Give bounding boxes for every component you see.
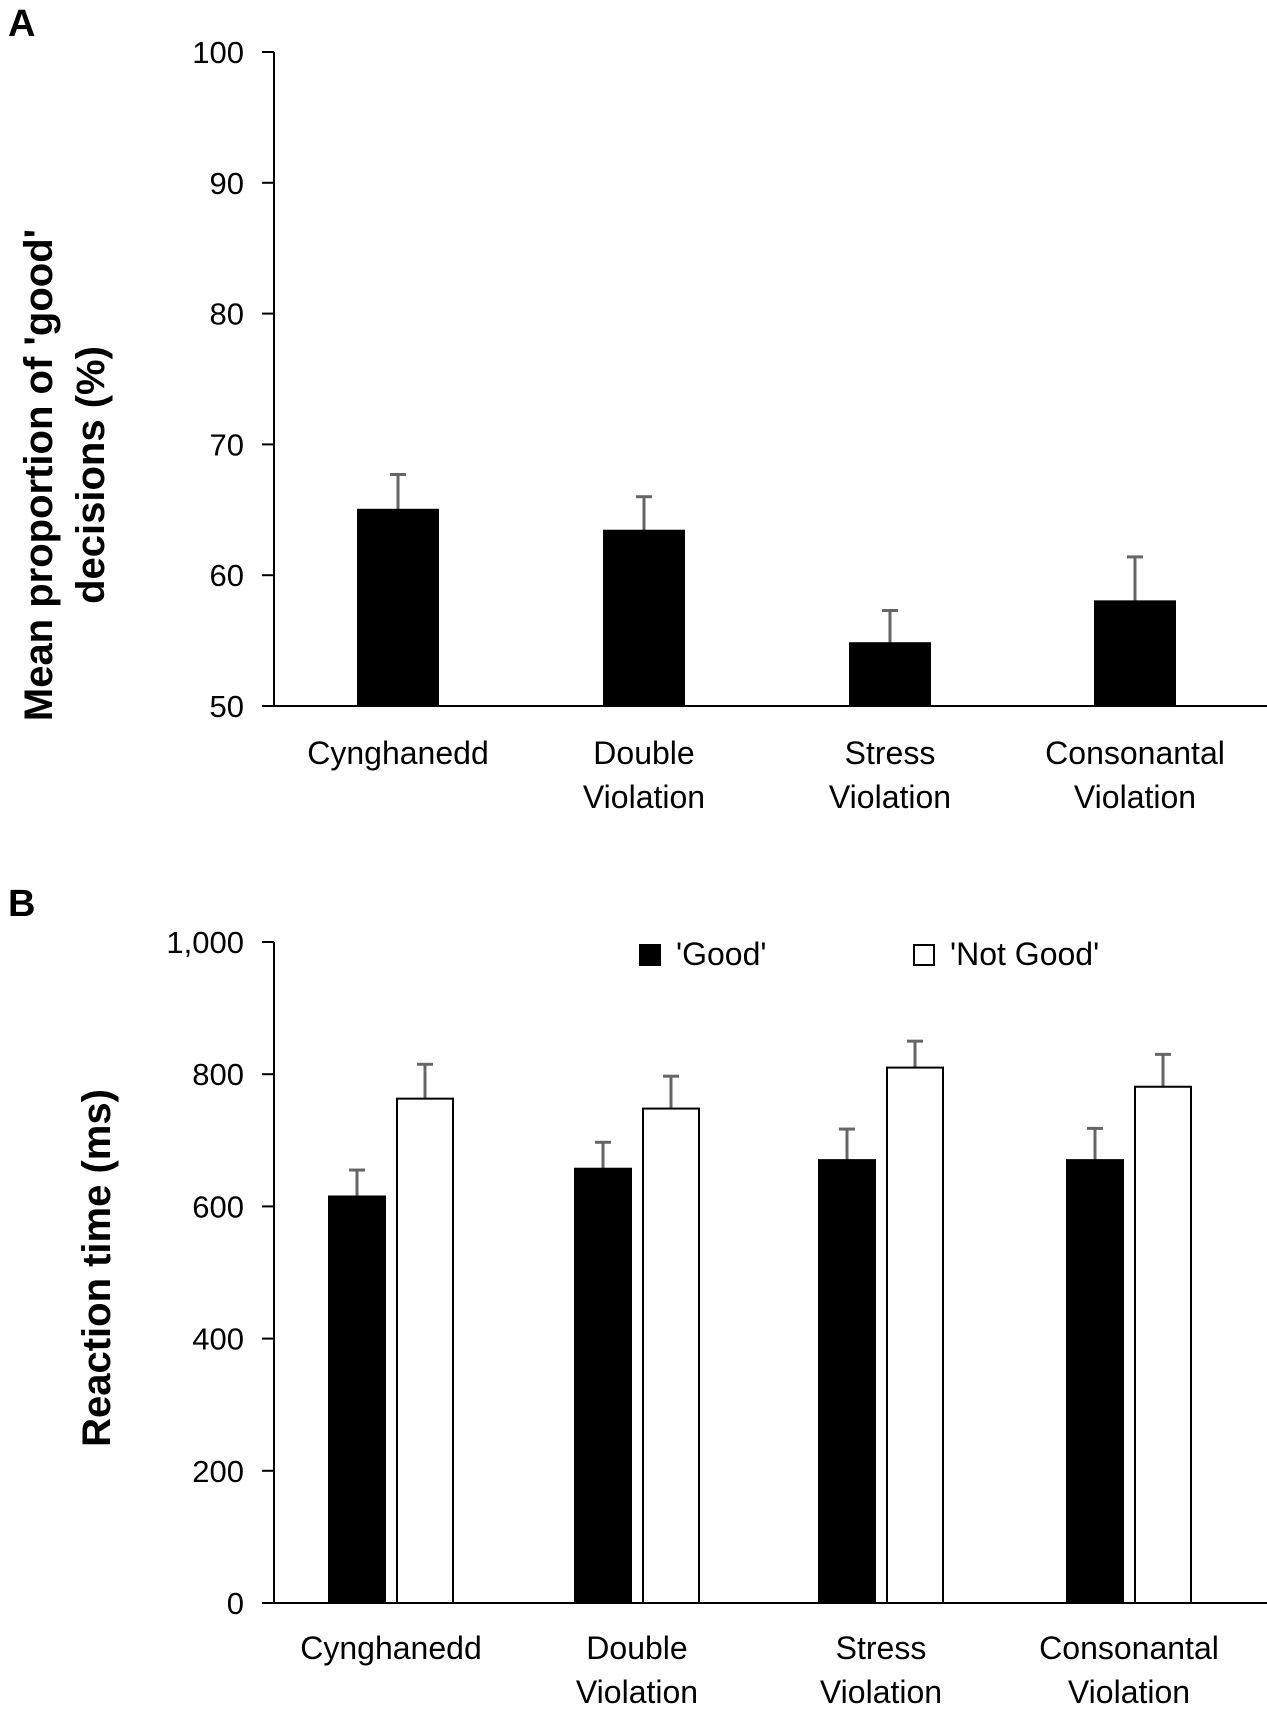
y-tick-label: 0	[227, 1586, 244, 1621]
y-tick-label: 600	[192, 1189, 244, 1224]
y-axis-title-line: decisions (%)	[69, 346, 113, 604]
x-category-label: Cynghanedd	[307, 735, 488, 771]
bar	[328, 1195, 386, 1604]
x-category-label-line: Violation	[1074, 779, 1196, 815]
y-tick-label: 60	[210, 558, 244, 593]
x-category-label: Consonantal Violation	[1039, 1630, 1219, 1710]
panel-b: B 0 200 400 600 800 1,000 Reaction time (ms) Cyn…	[8, 883, 1267, 1710]
panel-label-a: A	[8, 3, 35, 45]
y-tick-label: 80	[210, 297, 244, 332]
bar	[603, 529, 685, 708]
x-category-label-line: Double	[593, 735, 694, 771]
panel-label-b: B	[8, 883, 35, 925]
x-category-label: Double Violation	[583, 735, 705, 815]
y-tick-label: 100	[192, 35, 244, 70]
bar	[574, 1167, 632, 1605]
x-category-label: Consonantal Violation	[1045, 735, 1225, 815]
x-category-label-line: Violation	[820, 1674, 942, 1710]
y-tick-label: 70	[210, 427, 244, 462]
x-category-label-line: Cynghanedd	[307, 735, 488, 771]
y-axis-title-line: Reaction time (ms)	[75, 1089, 119, 1447]
bar	[642, 1107, 700, 1605]
x-category-label: Stress Violation	[820, 1630, 942, 1710]
legend-label: 'Not Good'	[950, 936, 1099, 972]
x-category-label-line: Stress	[845, 735, 936, 771]
x-category-label-line: Violation	[1068, 1674, 1190, 1710]
y-tick-label: 50	[210, 689, 244, 724]
y-axis-title-line: Mean proportion of 'good'	[17, 229, 61, 721]
legend-swatch	[913, 944, 935, 966]
y-axis-title: Mean proportion of 'good' decisions (%)	[17, 229, 113, 721]
x-category-label: Stress Violation	[829, 735, 951, 815]
y-tick-label: 1,000	[166, 925, 244, 960]
x-category-label-line: Double	[586, 1630, 687, 1666]
y-tick-label: 400	[192, 1322, 244, 1357]
bar	[886, 1066, 944, 1604]
x-category-label-line: Violation	[576, 1674, 698, 1710]
x-category-label-line: Consonantal	[1039, 1630, 1219, 1666]
y-tick-label: 90	[210, 166, 244, 201]
x-category-label-line: Violation	[829, 779, 951, 815]
x-category-label-line: Consonantal	[1045, 735, 1225, 771]
x-category-label: Double Violation	[576, 1630, 698, 1710]
y-axis-title: Reaction time (ms)	[75, 1089, 119, 1447]
bar	[1066, 1159, 1124, 1604]
bar	[1134, 1085, 1192, 1605]
x-category-label: Cynghanedd	[300, 1630, 481, 1666]
y-tick-label: 800	[192, 1057, 244, 1092]
x-category-label-line: Stress	[836, 1630, 927, 1666]
panel-a: A 50 60 70 80 90 100 Mean proportion of 'good' d…	[8, 3, 1267, 815]
bar	[1094, 600, 1176, 707]
bar	[849, 642, 931, 708]
bar	[357, 508, 439, 707]
legend-swatch	[639, 944, 661, 966]
bar	[396, 1097, 454, 1604]
x-category-label-line: Cynghanedd	[300, 1630, 481, 1666]
legend-label: 'Good'	[676, 936, 767, 972]
bar	[818, 1159, 876, 1604]
x-category-label-line: Violation	[583, 779, 705, 815]
y-tick-label: 200	[192, 1454, 244, 1489]
